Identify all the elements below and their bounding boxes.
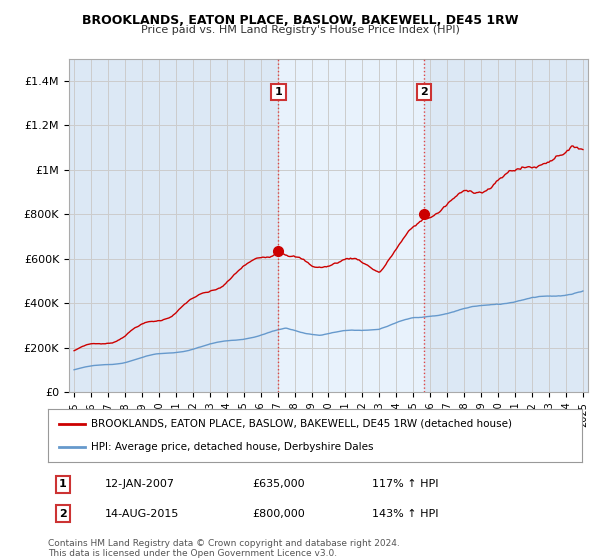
Text: HPI: Average price, detached house, Derbyshire Dales: HPI: Average price, detached house, Derb…	[91, 442, 373, 452]
Text: Price paid vs. HM Land Registry's House Price Index (HPI): Price paid vs. HM Land Registry's House …	[140, 25, 460, 35]
Text: 14-AUG-2015: 14-AUG-2015	[105, 508, 179, 519]
Text: BROOKLANDS, EATON PLACE, BASLOW, BAKEWELL, DE45 1RW: BROOKLANDS, EATON PLACE, BASLOW, BAKEWEL…	[82, 14, 518, 27]
Text: Contains HM Land Registry data © Crown copyright and database right 2024.
This d: Contains HM Land Registry data © Crown c…	[48, 539, 400, 558]
Text: 2: 2	[420, 87, 428, 97]
Text: 143% ↑ HPI: 143% ↑ HPI	[372, 508, 439, 519]
Text: 117% ↑ HPI: 117% ↑ HPI	[372, 479, 439, 489]
Bar	[278, 59, 424, 392]
Text: 1: 1	[274, 87, 282, 97]
Text: 2: 2	[59, 508, 67, 519]
Text: 12-JAN-2007: 12-JAN-2007	[105, 479, 175, 489]
Text: £635,000: £635,000	[252, 479, 305, 489]
Text: 1: 1	[59, 479, 67, 489]
Text: £800,000: £800,000	[252, 508, 305, 519]
Text: BROOKLANDS, EATON PLACE, BASLOW, BAKEWELL, DE45 1RW (detached house): BROOKLANDS, EATON PLACE, BASLOW, BAKEWEL…	[91, 419, 512, 429]
